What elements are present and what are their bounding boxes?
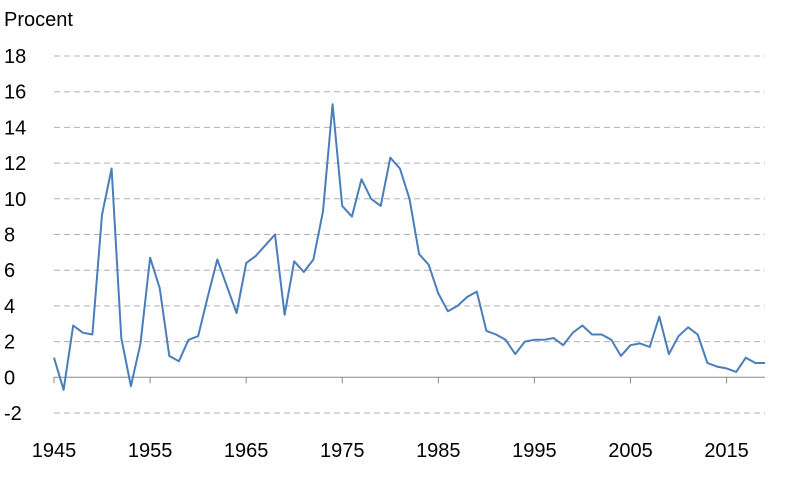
x-tick-label: 1955 (128, 440, 173, 462)
x-tick-labels: 1945 1955 1965 1975 1985 1995 2005 2015 (32, 440, 749, 462)
x-tick-label: 1975 (320, 440, 365, 462)
series-line (53, 103, 765, 391)
x-tick-label: 1945 (32, 440, 77, 462)
x-tick-label: 1985 (416, 440, 461, 462)
x-tick-label: 2015 (704, 440, 749, 462)
y-tick-label: 4 (4, 296, 15, 318)
x-tick-label: 2005 (608, 440, 653, 462)
y-tick-label: -2 (4, 403, 22, 425)
y-tick-label: 14 (4, 117, 26, 139)
x-axis (53, 376, 765, 384)
y-tick-labels: 18 16 14 12 10 8 6 4 2 0 -2 (4, 46, 26, 425)
y-tick-label: 6 (4, 260, 15, 282)
y-tick-label: 8 (4, 225, 15, 247)
y-axis-label: Procent (4, 9, 73, 31)
x-tick-label: 1965 (224, 440, 269, 462)
y-tick-label: 10 (4, 189, 26, 211)
y-tick-label: 0 (4, 367, 15, 389)
x-tick-label: 1995 (512, 440, 557, 462)
y-tick-label: 18 (4, 46, 26, 68)
y-tick-label: 12 (4, 153, 26, 175)
grid-lines (54, 55, 765, 414)
y-tick-label: 2 (4, 332, 15, 354)
y-tick-label: 16 (4, 82, 26, 104)
